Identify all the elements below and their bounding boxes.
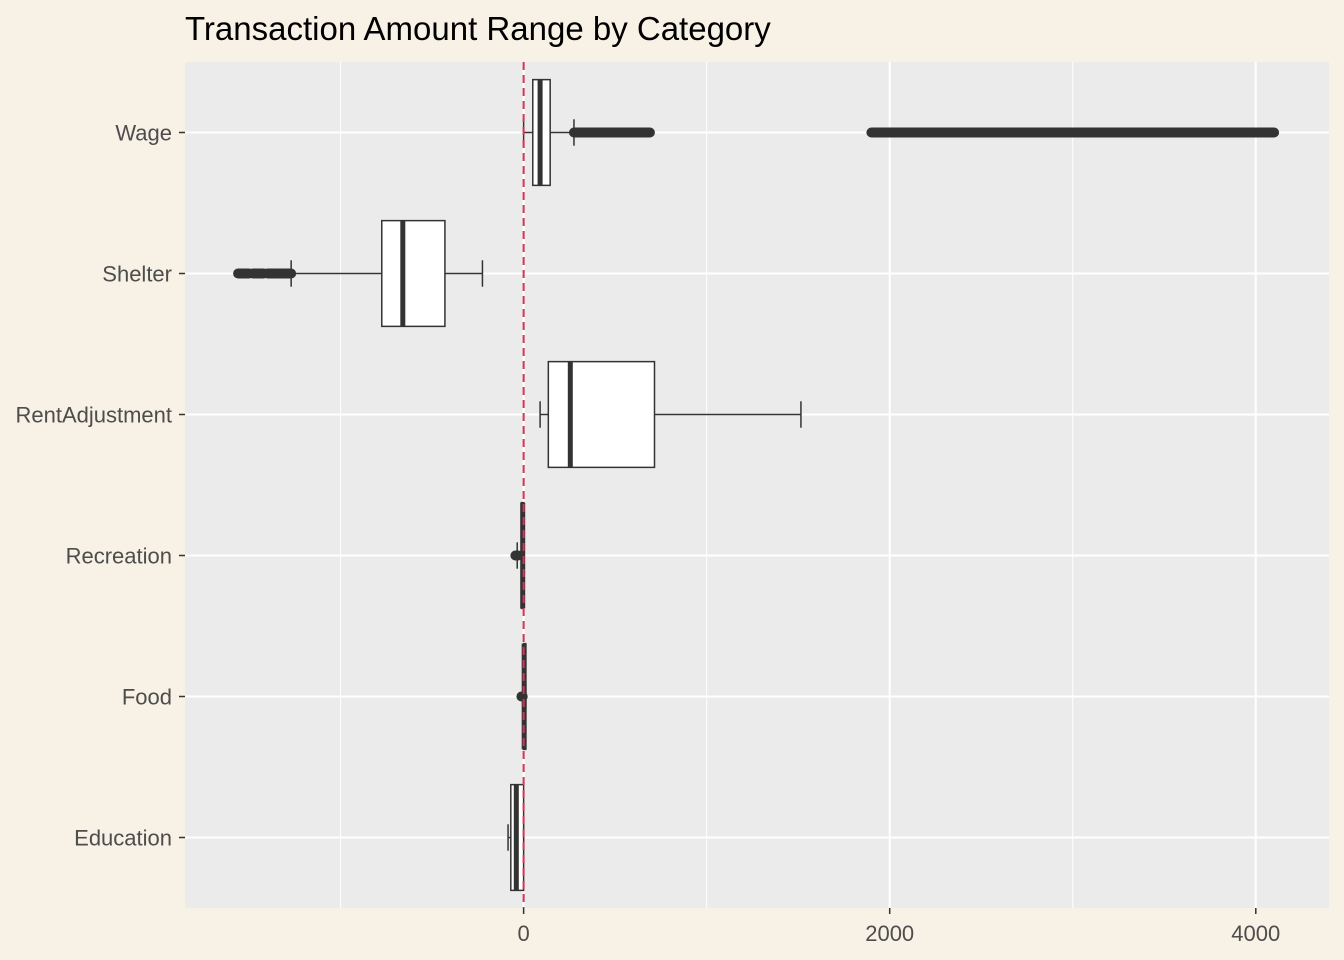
x-tick-label: 4000 <box>1231 921 1280 946</box>
y-tick-label: Wage <box>115 121 172 146</box>
x-tick-label: 2000 <box>865 921 914 946</box>
chart-title: Transaction Amount Range by Category <box>185 10 771 47</box>
box <box>381 219 446 328</box>
y-tick-label: RentAdjustment <box>15 403 172 428</box>
y-tick-label: Recreation <box>66 544 172 569</box>
y-tick-label: Shelter <box>102 262 172 287</box>
plot-panel <box>185 62 1329 908</box>
y-tick-label: Food <box>122 685 172 710</box>
box <box>547 360 656 469</box>
x-tick-label: 0 <box>517 921 529 946</box>
y-tick-label: Education <box>74 826 172 851</box>
